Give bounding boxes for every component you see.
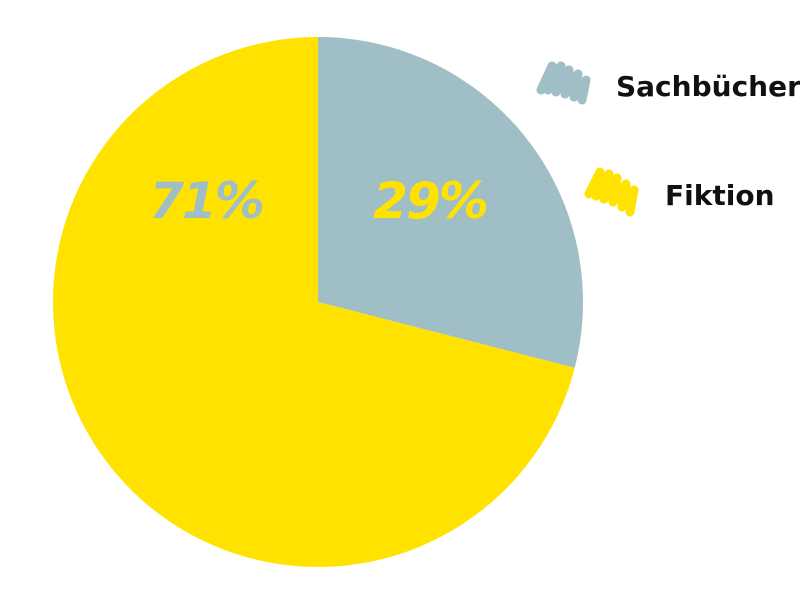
legend-label-sachbuecher: Sachbücher [616,70,800,103]
legend-swatch-sachbuecher-icon [536,61,591,105]
slice-label-sachbuecher: 29% [373,172,487,230]
legend-item-fiktion: Fiktion [584,167,775,217]
pie-slice-labels: 29% 71% [149,172,489,230]
legend-item-sachbuecher: Sachbücher [536,61,800,105]
legend-label-fiktion: Fiktion [665,179,775,212]
pie-slices [52,37,583,568]
pie-slice-fiktion [52,37,575,568]
pie-slice-sachbuecher [318,37,583,368]
legend: Sachbücher Fiktion [536,61,800,217]
slice-label-fiktion: 71% [149,172,263,230]
legend-swatch-fiktion-icon [584,167,639,217]
